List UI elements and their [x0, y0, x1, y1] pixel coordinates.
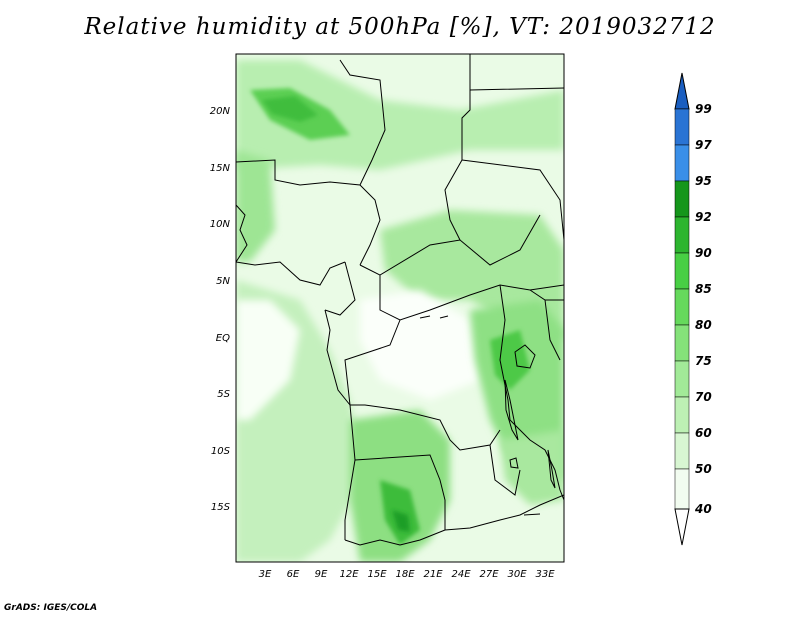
humidity-field — [236, 54, 564, 562]
colorbar-label: 70 — [695, 390, 712, 404]
lat-tick: 5N — [216, 276, 230, 287]
colorbar-label: 90 — [695, 246, 712, 260]
lat-tick: EQ — [216, 333, 230, 344]
border-south — [344, 404, 564, 546]
colorbar-label: 60 — [695, 426, 712, 440]
north-wet-streak — [262, 96, 318, 122]
inland-lakes — [419, 315, 541, 516]
colorbar-top-arrow — [674, 72, 690, 110]
lon-tick: 18E — [395, 569, 415, 580]
borders — [236, 54, 564, 546]
colorbar-segment — [674, 432, 690, 470]
west-coast — [236, 204, 351, 406]
westafrica-moist — [236, 150, 275, 262]
colorbar-label: 99 — [695, 102, 712, 116]
colorbar-label: 97 — [695, 138, 712, 152]
lon-axis: 3E 6E 9E 12E 15E 18E 21E 24E 27E 30E 33E — [259, 569, 556, 580]
colorbar: 99 97 95 92 90 85 80 75 70 60 50 40 — [674, 72, 712, 546]
map-title: Relative humidity at 500hPa [%], VT: 201… — [84, 14, 716, 40]
colorbar-segment — [674, 180, 690, 218]
lat-tick: 20N — [210, 106, 231, 117]
colorbar-segment — [674, 396, 690, 434]
lon-tick: 3E — [259, 569, 272, 580]
central-dry — [360, 290, 480, 400]
colorbar-label: 40 — [694, 502, 712, 516]
colorbar-segment — [674, 360, 690, 398]
southeast-moist — [500, 430, 564, 505]
lake-malawi — [547, 449, 556, 489]
colorbar-segment — [674, 108, 690, 146]
lake-tanganyika — [504, 379, 519, 441]
colorbar-bottom-arrow — [674, 508, 690, 546]
lat-tick: 10N — [210, 219, 231, 230]
south-moist — [350, 410, 450, 562]
colorbar-label: 92 — [695, 210, 712, 224]
lat-tick: 5S — [217, 389, 230, 400]
lon-tick: 33E — [535, 569, 555, 580]
map-frame — [235, 53, 565, 563]
colorbar-label: 75 — [695, 354, 712, 368]
colorbar-segment — [674, 288, 690, 326]
ocean-dry-patch — [236, 300, 300, 420]
colorbar-segment — [674, 468, 690, 510]
lon-tick: 15E — [367, 569, 387, 580]
lake-victoria — [514, 344, 536, 369]
grads-credit: GrADS: IGES/COLA — [4, 603, 98, 613]
lon-tick: 30E — [507, 569, 527, 580]
east-wet — [490, 330, 530, 390]
lon-tick: 27E — [479, 569, 499, 580]
lon-tick: 9E — [315, 569, 328, 580]
north-moist-band — [236, 60, 564, 170]
colorbar-segment — [674, 144, 690, 182]
colorbar-label: 85 — [695, 282, 712, 296]
border-sahel — [236, 54, 564, 266]
lat-tick: 15N — [210, 163, 231, 174]
colorbar-segment — [674, 252, 690, 290]
lon-tick: 24E — [451, 569, 471, 580]
border-central — [324, 214, 564, 321]
colorbar-segment — [674, 216, 690, 254]
colorbar-segment — [674, 324, 690, 362]
lon-tick: 21E — [423, 569, 443, 580]
colorbar-label: 80 — [695, 318, 712, 332]
south-wet-core — [392, 510, 410, 532]
lat-axis: 20N 15N 10N 5N EQ 5S 10S 15S — [210, 106, 231, 513]
lon-tick: 6E — [287, 569, 300, 580]
border-east — [499, 284, 564, 501]
border-congo — [344, 319, 521, 496]
lat-tick: 15S — [211, 502, 231, 513]
lon-tick: 12E — [339, 569, 359, 580]
lat-tick: 10S — [211, 446, 231, 457]
colorbar-label: 95 — [695, 174, 712, 188]
colorbar-label: 50 — [695, 462, 712, 476]
